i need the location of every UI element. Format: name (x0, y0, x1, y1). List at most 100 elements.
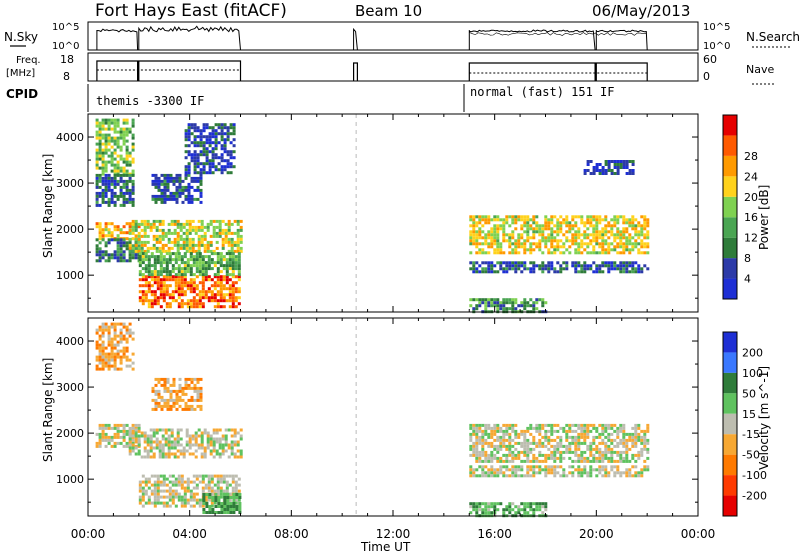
velocity-cbar-tick-1: 100 (742, 367, 763, 380)
velocity-colorbar: 200 100 50 15 -15 -50 -100 -200 (722, 331, 767, 517)
velocity-cbar-swatch-1 (723, 352, 737, 373)
velocity-cbar-tick-5: -50 (742, 449, 760, 462)
nave-tick-top: 60 (703, 53, 717, 66)
nsky-tick-top: 10^5 (52, 22, 79, 33)
nsearch-label: N.Search (746, 30, 800, 44)
velocity-heatmap (95, 318, 650, 518)
velocity-region-7 (469, 465, 650, 478)
velocity-cbar-tick-4: -15 (742, 428, 760, 441)
x-tick-6: 00:00 (681, 527, 716, 541)
power-region-6 (138, 252, 241, 277)
velocity-cbar-swatch-0 (723, 332, 737, 353)
velocity-region-0 (95, 322, 135, 371)
freq-label-2: [MHz] (6, 68, 35, 79)
power-cbar-swatch-3 (723, 217, 737, 238)
power-cbar-swatch-6 (723, 155, 737, 177)
power-region-12 (583, 160, 635, 175)
velocity-cbar-tick-0: 200 (742, 346, 763, 359)
velocity-cbar-tick-7: -200 (742, 490, 767, 503)
velocity-cbar-swatch-4 (723, 413, 737, 435)
x-tick-2: 08:00 (274, 527, 309, 541)
power-ytick-0: 1000 (56, 269, 84, 282)
x-tick-1: 04:00 (172, 527, 207, 541)
velocity-region-1 (95, 423, 141, 448)
power-cbar-tick-2: 12 (744, 232, 758, 245)
velocity-ytick-0: 1000 (56, 473, 84, 486)
power-region-11 (469, 298, 548, 314)
freq-label-1: Freq. (16, 55, 41, 66)
power-region-10 (469, 261, 650, 274)
nsky-tick-bottom: 10^0 (52, 41, 79, 52)
cpid-mode-1: themis -3300 IF (96, 94, 204, 108)
nsky-strip-frame (87, 21, 699, 51)
power-colorbar-label: Power [dB] (757, 185, 771, 250)
power-cbar-swatch-2 (723, 237, 737, 259)
velocity-region-8 (469, 502, 548, 518)
power-region-5 (138, 275, 241, 309)
x-tick-5: 20:00 (579, 527, 614, 541)
velocity-region-6 (469, 423, 650, 463)
velocity-cbar-swatch-6 (723, 454, 737, 476)
power-ylabel: Slant Range [km] (41, 154, 55, 258)
power-cbar-tick-0: 4 (744, 273, 751, 286)
power-cbar-tick-3: 16 (744, 211, 758, 224)
nsky-trace (96, 25, 648, 51)
velocity-ytick-3: 4000 (56, 335, 84, 348)
date-label: 06/May/2013 (592, 2, 690, 20)
power-region-8 (184, 123, 236, 175)
nsearch-trace (469, 32, 647, 36)
station-title: Fort Hays East (fitACF) (95, 1, 287, 21)
power-cbar-swatch-8 (723, 115, 737, 136)
power-region-1 (95, 173, 135, 207)
x-tick-3: 12:00 (376, 527, 411, 541)
power-ytick-1: 2000 (56, 223, 84, 236)
power-cbar-swatch-0 (723, 278, 737, 299)
velocity-cbar-swatch-5 (723, 434, 737, 455)
nave-tick-bottom: 0 (703, 70, 710, 83)
velocity-region-5 (151, 377, 203, 411)
nsky-label: N.Sky (4, 30, 38, 44)
power-region-9 (469, 215, 650, 255)
x-axis-label: Time UT (360, 540, 411, 554)
velocity-colorbar-label: Velocity [m s^-1] (757, 366, 771, 470)
power-ytick-3: 4000 (56, 131, 84, 144)
velocity-region-2 (128, 428, 243, 459)
nsearch-tick-bottom: 10^0 (703, 41, 730, 52)
power-cbar-swatch-4 (723, 196, 737, 218)
power-cbar-swatch-5 (723, 176, 737, 197)
freq-tick-top: 18 (60, 53, 74, 66)
freq-trace (96, 60, 648, 81)
x-tick-4: 16:00 (477, 527, 512, 541)
power-cbar-tick-6: 28 (744, 150, 758, 163)
velocity-cbar-tick-2: 50 (742, 387, 756, 400)
power-region-4 (128, 219, 243, 253)
velocity-ylabel: Slant Range [km] (41, 358, 55, 462)
x-axis: 00:00 04:00 08:00 12:00 16:00 20:00 00:00 (71, 527, 716, 541)
x-tick-0: 00:00 (71, 527, 106, 541)
nave-trace (96, 69, 648, 74)
power-ytick-2: 3000 (56, 177, 84, 190)
nave-label: Nave (746, 63, 774, 76)
velocity-cbar-tick-3: 15 (742, 408, 756, 421)
power-cbar-swatch-7 (723, 135, 737, 156)
power-region-7 (151, 173, 203, 204)
nsearch-tick-top: 10^5 (703, 22, 730, 33)
velocity-ytick-1: 2000 (56, 427, 84, 440)
velocity-cbar-swatch-8 (723, 495, 737, 516)
velocity-ytick-2: 3000 (56, 381, 84, 394)
cpid-label: CPID (6, 87, 38, 101)
velocity-region-4 (202, 493, 242, 514)
power-colorbar: 4 8 12 16 20 24 28 (722, 114, 758, 300)
freq-tick-bottom: 8 (63, 70, 70, 83)
power-heatmap (95, 114, 650, 314)
power-cbar-swatch-1 (723, 258, 737, 279)
power-cbar-tick-1: 8 (744, 252, 751, 265)
velocity-cbar-swatch-3 (723, 393, 737, 414)
velocity-cbar-swatch-2 (723, 372, 737, 394)
velocity-cbar-tick-6: -100 (742, 469, 767, 482)
power-cbar-tick-4: 20 (744, 191, 758, 204)
freq-strip-frame (87, 52, 699, 82)
cpid-mode-2: normal (fast) 151 IF (470, 85, 615, 99)
velocity-cbar-swatch-7 (723, 475, 737, 496)
